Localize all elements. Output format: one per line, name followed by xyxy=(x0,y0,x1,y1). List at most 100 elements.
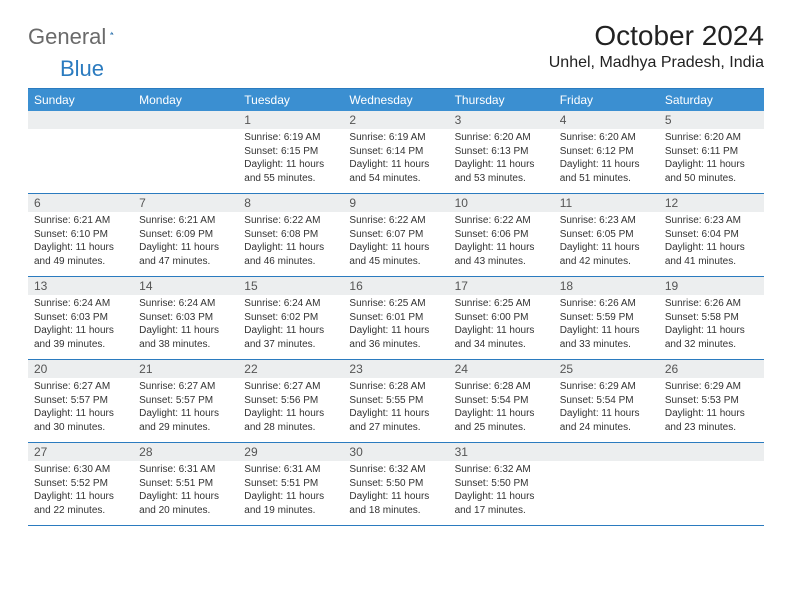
day-number xyxy=(554,443,659,461)
day-cell-body: Sunrise: 6:31 AMSunset: 5:51 PMDaylight:… xyxy=(238,461,343,521)
daylight-line: Daylight: 11 hours and 24 minutes. xyxy=(560,407,653,434)
day-cell-body: Sunrise: 6:22 AMSunset: 6:08 PMDaylight:… xyxy=(238,212,343,272)
daylight-line: Daylight: 11 hours and 23 minutes. xyxy=(665,407,758,434)
day-number: 13 xyxy=(28,277,133,295)
day-cell: 5Sunrise: 6:20 AMSunset: 6:11 PMDaylight… xyxy=(659,111,764,193)
daylight-line: Daylight: 11 hours and 19 minutes. xyxy=(244,490,337,517)
day-cell: 14Sunrise: 6:24 AMSunset: 6:03 PMDayligh… xyxy=(133,277,238,359)
daylight-line: Daylight: 11 hours and 17 minutes. xyxy=(455,490,548,517)
sunset-line: Sunset: 6:03 PM xyxy=(139,311,232,325)
day-cell: 27Sunrise: 6:30 AMSunset: 5:52 PMDayligh… xyxy=(28,443,133,525)
sunrise-line: Sunrise: 6:23 AM xyxy=(665,214,758,228)
sunset-line: Sunset: 6:09 PM xyxy=(139,228,232,242)
day-cell-body: Sunrise: 6:25 AMSunset: 6:00 PMDaylight:… xyxy=(449,295,554,355)
day-cell: 12Sunrise: 6:23 AMSunset: 6:04 PMDayligh… xyxy=(659,194,764,276)
day-cell: 26Sunrise: 6:29 AMSunset: 5:53 PMDayligh… xyxy=(659,360,764,442)
daylight-line: Daylight: 11 hours and 28 minutes. xyxy=(244,407,337,434)
sunrise-line: Sunrise: 6:26 AM xyxy=(560,297,653,311)
day-number: 15 xyxy=(238,277,343,295)
day-number: 19 xyxy=(659,277,764,295)
day-number xyxy=(659,443,764,461)
day-cell: 7 Sunrise: 6:21 AMSunset: 6:09 PMDaylight… xyxy=(133,194,238,276)
sunset-line: Sunset: 5:57 PM xyxy=(139,394,232,408)
sunrise-line: Sunrise: 6:24 AM xyxy=(244,297,337,311)
day-number: 16 xyxy=(343,277,448,295)
calendar: SundayMondayTuesdayWednesdayThursdayFrid… xyxy=(28,88,764,526)
sunset-line: Sunset: 6:02 PM xyxy=(244,311,337,325)
day-cell-body: Sunrise: 6:24 AMSunset: 6:03 PMDaylight:… xyxy=(133,295,238,355)
sunset-line: Sunset: 6:14 PM xyxy=(349,145,442,159)
daylight-line: Daylight: 11 hours and 33 minutes. xyxy=(560,324,653,351)
day-cell: 15Sunrise: 6:24 AMSunset: 6:02 PMDayligh… xyxy=(238,277,343,359)
sunrise-line: Sunrise: 6:29 AM xyxy=(560,380,653,394)
day-cell: 25Sunrise: 6:29 AMSunset: 5:54 PMDayligh… xyxy=(554,360,659,442)
day-cell-blank xyxy=(28,111,133,193)
day-cell-body: Sunrise: 6:32 AMSunset: 5:50 PMDaylight:… xyxy=(449,461,554,521)
sunset-line: Sunset: 6:10 PM xyxy=(34,228,127,242)
sunrise-line: Sunrise: 6:32 AM xyxy=(349,463,442,477)
day-cell: 10Sunrise: 6:22 AMSunset: 6:06 PMDayligh… xyxy=(449,194,554,276)
daylight-line: Daylight: 11 hours and 39 minutes. xyxy=(34,324,127,351)
sunrise-line: Sunrise: 6:21 AM xyxy=(139,214,232,228)
sunrise-line: Sunrise: 6:20 AM xyxy=(455,131,548,145)
sunset-line: Sunset: 5:52 PM xyxy=(34,477,127,491)
week-row: 13Sunrise: 6:24 AMSunset: 6:03 PMDayligh… xyxy=(28,277,764,360)
daylight-line: Daylight: 11 hours and 55 minutes. xyxy=(244,158,337,185)
day-of-week-header: Friday xyxy=(554,89,659,111)
day-number: 2 xyxy=(343,111,448,129)
day-cell-body: Sunrise: 6:20 AMSunset: 6:13 PMDaylight:… xyxy=(449,129,554,189)
sunset-line: Sunset: 5:58 PM xyxy=(665,311,758,325)
day-of-week-header: Thursday xyxy=(449,89,554,111)
week-row: 1Sunrise: 6:19 AMSunset: 6:15 PMDaylight… xyxy=(28,111,764,194)
day-cell-body: Sunrise: 6:24 AMSunset: 6:03 PMDaylight:… xyxy=(28,295,133,355)
day-cell: 9Sunrise: 6:22 AMSunset: 6:07 PMDaylight… xyxy=(343,194,448,276)
sunrise-line: Sunrise: 6:31 AM xyxy=(244,463,337,477)
daylight-line: Daylight: 11 hours and 46 minutes. xyxy=(244,241,337,268)
day-cell-blank xyxy=(659,443,764,525)
daylight-line: Daylight: 11 hours and 30 minutes. xyxy=(34,407,127,434)
sunrise-line: Sunrise: 6:22 AM xyxy=(455,214,548,228)
daylight-line: Daylight: 11 hours and 42 minutes. xyxy=(560,241,653,268)
day-cell: 8Sunrise: 6:22 AMSunset: 6:08 PMDaylight… xyxy=(238,194,343,276)
day-cell-blank xyxy=(133,111,238,193)
daylight-line: Daylight: 11 hours and 18 minutes. xyxy=(349,490,442,517)
sunset-line: Sunset: 5:54 PM xyxy=(455,394,548,408)
day-cell-body: Sunrise: 6:31 AMSunset: 5:51 PMDaylight:… xyxy=(133,461,238,521)
day-number: 17 xyxy=(449,277,554,295)
day-number: 8 xyxy=(238,194,343,212)
day-cell: 6Sunrise: 6:21 AMSunset: 6:10 PMDaylight… xyxy=(28,194,133,276)
day-number: 4 xyxy=(554,111,659,129)
day-number: 27 xyxy=(28,443,133,461)
day-cell-body: Sunrise: 6:26 AMSunset: 5:58 PMDaylight:… xyxy=(659,295,764,355)
day-number: 18 xyxy=(554,277,659,295)
sunset-line: Sunset: 6:04 PM xyxy=(665,228,758,242)
daylight-line: Daylight: 11 hours and 32 minutes. xyxy=(665,324,758,351)
daylight-line: Daylight: 11 hours and 47 minutes. xyxy=(139,241,232,268)
daylight-line: Daylight: 11 hours and 29 minutes. xyxy=(139,407,232,434)
day-number: 7 xyxy=(133,194,238,212)
day-cell-body: Sunrise: 6:22 AMSunset: 6:07 PMDaylight:… xyxy=(343,212,448,272)
location: Unhel, Madhya Pradesh, India xyxy=(549,54,764,72)
day-number: 1 xyxy=(238,111,343,129)
day-of-week-header: Saturday xyxy=(659,89,764,111)
day-cell-body: Sunrise: 6:27 AMSunset: 5:57 PMDaylight:… xyxy=(133,378,238,438)
day-number: 24 xyxy=(449,360,554,378)
day-cell-body: Sunrise: 6:30 AMSunset: 5:52 PMDaylight:… xyxy=(28,461,133,521)
day-cell-body: Sunrise: 6:19 AMSunset: 6:14 PMDaylight:… xyxy=(343,129,448,189)
logo-text-general: General xyxy=(28,24,106,50)
day-cell: 1Sunrise: 6:19 AMSunset: 6:15 PMDaylight… xyxy=(238,111,343,193)
daylight-line: Daylight: 11 hours and 51 minutes. xyxy=(560,158,653,185)
day-number: 23 xyxy=(343,360,448,378)
sunrise-line: Sunrise: 6:22 AM xyxy=(244,214,337,228)
day-cell: 17Sunrise: 6:25 AMSunset: 6:00 PMDayligh… xyxy=(449,277,554,359)
day-cell: 23Sunrise: 6:28 AMSunset: 5:55 PMDayligh… xyxy=(343,360,448,442)
day-cell: 2Sunrise: 6:19 AMSunset: 6:14 PMDaylight… xyxy=(343,111,448,193)
day-cell-body: Sunrise: 6:20 AMSunset: 6:11 PMDaylight:… xyxy=(659,129,764,189)
day-cell: 20Sunrise: 6:27 AMSunset: 5:57 PMDayligh… xyxy=(28,360,133,442)
day-cell-body: Sunrise: 6:20 AMSunset: 6:12 PMDaylight:… xyxy=(554,129,659,189)
sunrise-line: Sunrise: 6:29 AM xyxy=(665,380,758,394)
sunset-line: Sunset: 5:50 PM xyxy=(349,477,442,491)
sunrise-line: Sunrise: 6:23 AM xyxy=(560,214,653,228)
day-cell: 4Sunrise: 6:20 AMSunset: 6:12 PMDaylight… xyxy=(554,111,659,193)
sunset-line: Sunset: 5:51 PM xyxy=(139,477,232,491)
